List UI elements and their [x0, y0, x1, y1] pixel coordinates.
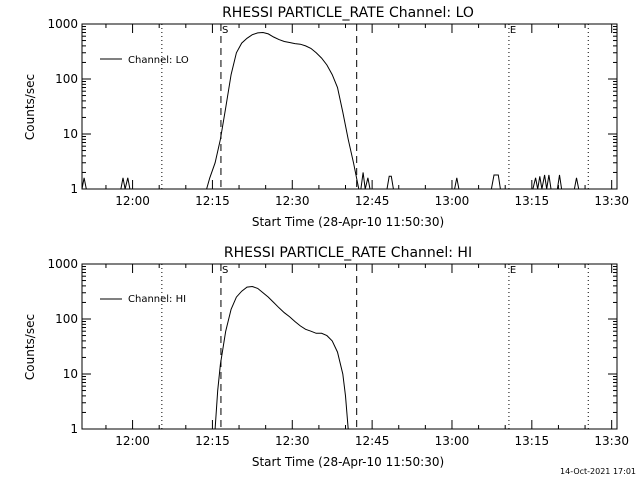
hi-x-tick-label: 12:15	[195, 434, 230, 448]
hi-series-line	[214, 285, 349, 430]
lo-legend-label: Channel: LO	[128, 55, 189, 66]
hi-chart-title: RHESSI PARTICLE_RATE Channel: HI	[224, 245, 472, 261]
lo-x-tick-label: 13:15	[515, 194, 550, 208]
lo-series-line	[81, 31, 617, 190]
hi-legend-label: Channel: HI	[128, 294, 186, 305]
lo-marker-label: S	[222, 25, 228, 36]
lo-y-tick-label: 1000	[47, 17, 78, 31]
lo-channel-panel: RHESSI PARTICLE_RATE Channel: LO Start T…	[23, 5, 629, 229]
lo-x-tick-label: 12:15	[195, 194, 230, 208]
hi-x-tick-label: 12:45	[355, 434, 390, 448]
lo-x-tick-label: 12:30	[275, 194, 310, 208]
lo-x-tick-label: 12:00	[115, 194, 150, 208]
hi-channel-panel: RHESSI PARTICLE_RATE Channel: HI Start T…	[23, 245, 629, 469]
lo-x-tick-label: 13:30	[594, 194, 629, 208]
hi-y-tick-label: 100	[55, 312, 78, 326]
lo-y-tick-label: 10	[63, 127, 78, 141]
lo-plot-frame	[81, 23, 618, 190]
hi-x-tick-label: 13:00	[435, 434, 470, 448]
generation-timestamp: 14-Oct-2021 17:01	[560, 467, 636, 476]
hi-x-tick-label: 12:30	[275, 434, 310, 448]
hi-plot-frame	[81, 263, 618, 430]
lo-marker-label: E	[510, 25, 516, 36]
lo-y-tick-label: 1	[70, 182, 78, 196]
hi-y-tick-label: 10	[63, 367, 78, 381]
lo-y-tick-label: 100	[55, 72, 78, 86]
lo-x-tick-label: 13:00	[435, 194, 470, 208]
lo-x-axis-label: Start Time (28-Apr-10 11:50:30)	[252, 215, 444, 229]
hi-x-tick-label: 13:15	[515, 434, 550, 448]
lo-x-tick-label: 12:45	[355, 194, 390, 208]
hi-y-axis-label: Counts/sec	[23, 314, 37, 380]
hi-x-tick-label: 13:30	[594, 434, 629, 448]
lo-chart-title: RHESSI PARTICLE_RATE Channel: LO	[222, 5, 474, 21]
hi-marker-label: S	[222, 265, 228, 276]
hi-x-axis-label: Start Time (28-Apr-10 11:50:30)	[252, 455, 444, 469]
hi-marker-label: E	[510, 265, 516, 276]
hi-y-tick-label: 1000	[47, 257, 78, 271]
hi-y-tick-label: 1	[70, 422, 78, 436]
lo-y-axis-label: Counts/sec	[23, 74, 37, 140]
hi-x-tick-label: 12:00	[115, 434, 150, 448]
